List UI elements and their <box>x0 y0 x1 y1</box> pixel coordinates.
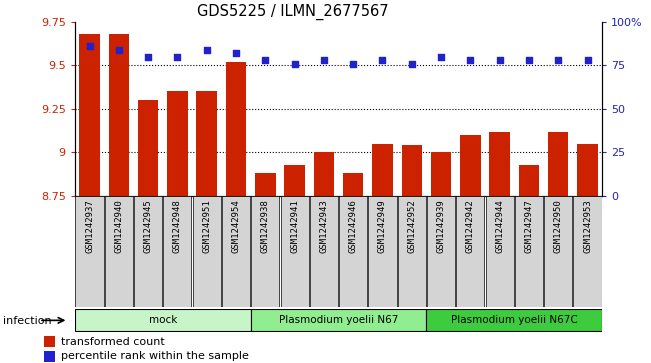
FancyBboxPatch shape <box>426 310 602 331</box>
Point <box>436 54 447 60</box>
Text: transformed count: transformed count <box>61 337 165 347</box>
FancyBboxPatch shape <box>310 196 338 307</box>
Point <box>173 54 183 60</box>
FancyBboxPatch shape <box>398 196 426 307</box>
Point <box>348 61 358 66</box>
Point <box>465 57 476 63</box>
FancyBboxPatch shape <box>222 196 250 307</box>
Text: GDS5225 / ILMN_2677567: GDS5225 / ILMN_2677567 <box>197 4 389 20</box>
Text: GSM1242937: GSM1242937 <box>85 199 94 253</box>
FancyBboxPatch shape <box>456 196 484 307</box>
Point <box>114 47 124 53</box>
Bar <box>548 131 568 196</box>
Bar <box>226 62 246 196</box>
FancyBboxPatch shape <box>193 196 221 307</box>
Bar <box>197 91 217 196</box>
Text: GSM1242952: GSM1242952 <box>408 199 416 253</box>
Bar <box>138 100 158 196</box>
Bar <box>109 34 129 196</box>
Text: Plasmodium yoelii N67C: Plasmodium yoelii N67C <box>451 315 577 325</box>
Bar <box>79 34 100 196</box>
Bar <box>372 144 393 196</box>
Point <box>202 47 212 53</box>
Bar <box>44 336 55 347</box>
Point <box>378 57 388 63</box>
Text: GSM1242951: GSM1242951 <box>202 199 211 253</box>
Point <box>553 57 564 63</box>
FancyBboxPatch shape <box>105 196 133 307</box>
Bar <box>402 146 422 196</box>
Text: GSM1242941: GSM1242941 <box>290 199 299 253</box>
Bar <box>44 351 55 362</box>
Text: GSM1242947: GSM1242947 <box>525 199 533 253</box>
FancyBboxPatch shape <box>486 196 514 307</box>
Text: mock: mock <box>148 315 177 325</box>
Text: GSM1242939: GSM1242939 <box>437 199 445 253</box>
Text: GSM1242943: GSM1242943 <box>320 199 328 253</box>
Bar <box>255 174 275 196</box>
Point <box>289 61 299 66</box>
Bar <box>431 152 451 196</box>
FancyBboxPatch shape <box>75 310 251 331</box>
Point <box>495 57 505 63</box>
Text: GSM1242954: GSM1242954 <box>232 199 240 253</box>
FancyBboxPatch shape <box>134 196 162 307</box>
Text: GSM1242944: GSM1242944 <box>495 199 504 253</box>
FancyBboxPatch shape <box>163 196 191 307</box>
Bar <box>314 152 334 196</box>
Point <box>523 57 534 63</box>
Point <box>406 61 417 66</box>
FancyBboxPatch shape <box>251 196 279 307</box>
Text: GSM1242945: GSM1242945 <box>144 199 152 253</box>
FancyBboxPatch shape <box>76 196 104 307</box>
Text: GSM1242953: GSM1242953 <box>583 199 592 253</box>
Text: GSM1242940: GSM1242940 <box>115 199 123 253</box>
FancyBboxPatch shape <box>515 196 543 307</box>
Point <box>319 57 329 63</box>
FancyBboxPatch shape <box>574 196 602 307</box>
Text: GSM1242938: GSM1242938 <box>261 199 270 253</box>
Bar <box>490 131 510 196</box>
Point <box>583 57 593 63</box>
Text: GSM1242942: GSM1242942 <box>466 199 475 253</box>
FancyBboxPatch shape <box>339 196 367 307</box>
Bar <box>167 91 187 196</box>
Text: GSM1242946: GSM1242946 <box>349 199 357 253</box>
Bar <box>519 165 539 196</box>
FancyBboxPatch shape <box>251 310 426 331</box>
Text: GSM1242950: GSM1242950 <box>554 199 562 253</box>
Point <box>85 43 95 49</box>
FancyBboxPatch shape <box>368 196 396 307</box>
FancyBboxPatch shape <box>544 196 572 307</box>
Bar <box>577 144 598 196</box>
Point <box>143 54 154 60</box>
Point <box>231 50 242 56</box>
Text: infection: infection <box>3 316 52 326</box>
Bar <box>284 165 305 196</box>
Bar <box>460 135 480 196</box>
Point <box>260 57 271 63</box>
Text: Plasmodium yoelii N67: Plasmodium yoelii N67 <box>279 315 398 325</box>
Text: percentile rank within the sample: percentile rank within the sample <box>61 351 249 361</box>
FancyBboxPatch shape <box>427 196 455 307</box>
Text: GSM1242948: GSM1242948 <box>173 199 182 253</box>
Bar <box>343 174 363 196</box>
FancyBboxPatch shape <box>281 196 309 307</box>
Text: GSM1242949: GSM1242949 <box>378 199 387 253</box>
